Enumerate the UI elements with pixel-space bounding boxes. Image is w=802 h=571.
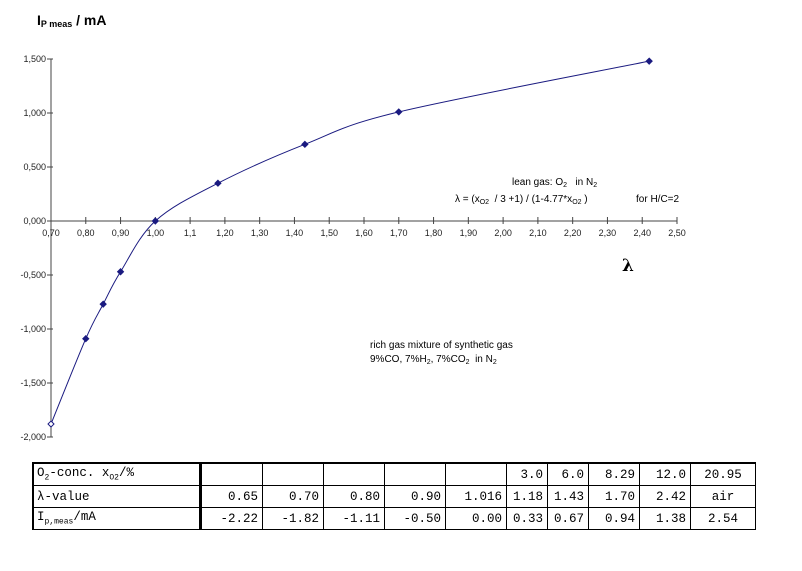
x-tick-label: 1,30 [251, 228, 269, 238]
x-tick-label: 0,90 [112, 228, 130, 238]
table-cell: 6.0 [547, 462, 589, 486]
data-point-marker [301, 140, 309, 149]
y-axis-title: IP meas / mA [37, 12, 107, 29]
data-point-marker [99, 300, 107, 308]
table-cell: 3.0 [506, 462, 548, 486]
table-cell: 0.33 [506, 507, 548, 530]
row-header: Ip,meas/mA [32, 507, 202, 530]
table-cell: 1.70 [588, 485, 640, 508]
x-tick-label: 1,00 [147, 228, 165, 238]
lambda-formula-label: λ = (xO2 / 3 +1) / (1-4.77*xO2 ) [455, 194, 588, 206]
measurement-table: O2-conc. xO2/% 3.0 6.0 8.29 12.0 20.95 λ-value… [32, 462, 756, 530]
table-row: Ip,meas/mA -2.22 -1.82 -1.11 -0.50 0.00 0.33 0.… [32, 507, 756, 530]
table-cell: -0.50 [384, 507, 446, 530]
table-cell: 0.80 [323, 485, 385, 508]
x-tick-label: 1,50 [320, 228, 338, 238]
table-cell [445, 462, 507, 486]
table-cell [384, 462, 446, 486]
table-cell: 0.67 [547, 507, 589, 530]
x-tick-label: 0,70 [42, 228, 60, 238]
y-tick-label: 0,500 [23, 162, 46, 172]
table-cell: 0.94 [588, 507, 640, 530]
table-cell: -1.82 [262, 507, 324, 530]
x-tick-label: 2,00 [494, 228, 512, 238]
y-tick-label: -2,000 [20, 432, 46, 442]
data-point-marker [645, 57, 653, 65]
y-tick-label: -0,500 [20, 270, 46, 280]
table-cell: 20.95 [690, 462, 756, 486]
table-cell [200, 462, 263, 486]
table-cell: 2.54 [690, 507, 756, 530]
y-tick-label: -1,000 [20, 324, 46, 334]
plot-svg: 1,500 1,000 0,500 0,000 -0,500 -1,000 -1,500 -2… [20, 54, 686, 442]
data-point-marker [47, 420, 55, 428]
row-header: O2-conc. xO2/% [32, 462, 202, 486]
x-tick-label: 1,20 [216, 228, 234, 238]
y-tick-label: 0,000 [23, 216, 46, 226]
table-cell: 1.016 [445, 485, 507, 508]
table-cell: 12.0 [639, 462, 691, 486]
y-tick-label: -1,500 [20, 378, 46, 388]
table-cell: 8.29 [588, 462, 640, 486]
table-row: O2-conc. xO2/% 3.0 6.0 8.29 12.0 20.95 [32, 462, 756, 486]
y-tick-label: 1,500 [23, 54, 46, 64]
table-cell: 0.70 [262, 485, 324, 508]
table-cell: air [690, 485, 756, 508]
x-tick-label: 1,60 [355, 228, 373, 238]
table-cell: 2.42 [639, 485, 691, 508]
x-tick-label: 2,10 [529, 228, 547, 238]
x-tick-label: 2,30 [599, 228, 617, 238]
x-tick-label: 2,20 [564, 228, 582, 238]
x-tick-label: 1,80 [425, 228, 443, 238]
x-axis-title: λ [622, 256, 634, 276]
lean-gas-label: lean gas: O2 in N2 [512, 177, 598, 189]
y-tick-label: 1,000 [23, 108, 46, 118]
table-cell [323, 462, 385, 486]
table-cell: 1.38 [639, 507, 691, 530]
chart-area: IP meas / mA 1,500 1,000 0,500 0,000 -0,500 -… [20, 12, 686, 442]
table-cell: 1.43 [547, 485, 589, 508]
series-line [50, 60, 650, 425]
data-point-marker [82, 335, 90, 343]
x-tick-label: 2,40 [633, 228, 651, 238]
data-point-marker [395, 108, 403, 116]
rich-gas-label: rich gas mixture of synthetic gas [370, 340, 513, 351]
table-cell: 0.65 [200, 485, 263, 508]
row-header: λ-value [32, 485, 202, 508]
x-tick-label: 1,40 [286, 228, 304, 238]
rich-gas-composition-label: 9%CO, 7%H2, 7%CO2 in N2 [370, 354, 497, 366]
data-point-marker [151, 217, 160, 225]
table-cell: 1.18 [506, 485, 548, 508]
table-cell: -1.11 [323, 507, 385, 530]
x-tick-label: 0,80 [77, 228, 95, 238]
table-cell: -2.22 [200, 507, 263, 530]
x-tick-label: 1,70 [390, 228, 408, 238]
table-cell [262, 462, 324, 486]
hc-ratio-label: for H/C=2 [636, 194, 680, 205]
table-row: λ-value 0.65 0.70 0.80 0.90 1.016 1.18 1.43 1.70… [32, 485, 756, 508]
data-point-marker [116, 268, 125, 276]
table-cell: 0.90 [384, 485, 446, 508]
x-tick-label: 1,90 [460, 228, 478, 238]
x-tick-label: 2,50 [668, 228, 686, 238]
data-point-marker [214, 179, 222, 187]
table-cell: 0.00 [445, 507, 507, 530]
x-tick-label: 1,1 [184, 228, 197, 238]
